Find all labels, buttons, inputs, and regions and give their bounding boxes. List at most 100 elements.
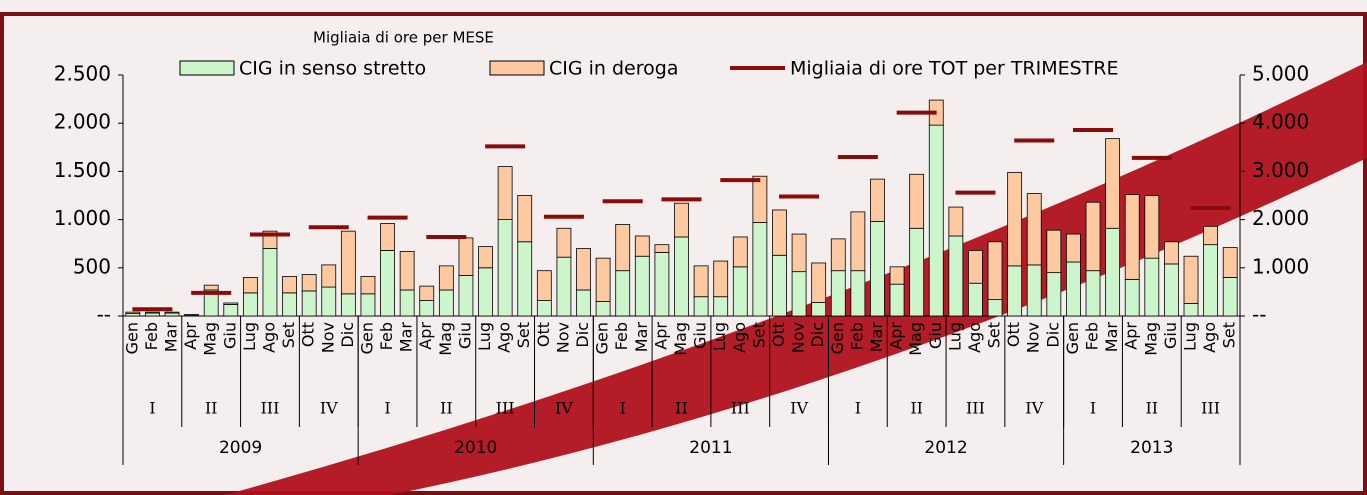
bar-segment: [420, 286, 434, 300]
bar-segment: [890, 267, 904, 284]
month-label: Ago: [1200, 322, 1219, 353]
bar-segment: [1164, 264, 1178, 316]
bar-segment: [988, 300, 1002, 316]
bar-segment: [635, 236, 649, 256]
bar-segment: [224, 304, 238, 316]
bar-segment: [1008, 266, 1022, 316]
quarter-label: III: [731, 399, 750, 418]
month-label: Giu: [926, 322, 945, 349]
bar-segment: [949, 207, 963, 236]
month-label: Lug: [710, 322, 729, 351]
bar-segment: [439, 266, 453, 290]
legend-swatch: [490, 61, 544, 75]
bar-segment: [537, 271, 551, 301]
month-label: Mag: [906, 322, 925, 356]
month-label: Apr: [181, 322, 200, 350]
bar-segment: [126, 312, 140, 313]
month-label: Lug: [475, 322, 494, 351]
month-label: Ott: [534, 322, 553, 347]
bar-segment: [714, 261, 728, 297]
legend-label: Migliaia di ore TOT per TRIMESTRE: [790, 58, 1119, 80]
month-label: Gen: [593, 322, 612, 354]
bar-segment: [224, 303, 238, 304]
month-label: Mar: [161, 322, 180, 353]
bar-segment: [1106, 139, 1120, 229]
month-label: Apr: [1122, 322, 1141, 350]
chart: Migliaia di ore per MESE --5001.0001.500…: [0, 0, 1367, 495]
bar-segment: [381, 223, 395, 250]
bar-segment: [655, 245, 669, 253]
month-label: Mag: [1141, 322, 1160, 356]
month-label: Lug: [945, 322, 964, 351]
month-label: Mag: [201, 322, 220, 356]
month-label: Set: [514, 322, 533, 348]
bar-segment: [988, 242, 1002, 300]
month-label: Nov: [553, 322, 572, 353]
bar-segment: [498, 220, 512, 316]
month-label: Ott: [299, 322, 318, 347]
month-label: Ott: [769, 322, 788, 347]
bar-segment: [283, 276, 297, 292]
month-label: Nov: [318, 322, 337, 353]
legend-swatch: [180, 61, 234, 75]
quarter-label: II: [1145, 399, 1158, 418]
bar-segment: [753, 222, 767, 316]
month-label: Gen: [828, 322, 847, 354]
month-label: Giu: [220, 322, 239, 349]
bar-segment: [1204, 245, 1218, 316]
bar-segment: [1145, 258, 1159, 316]
bar-segment: [772, 210, 786, 255]
quarter-label: I: [384, 399, 390, 418]
bar-segment: [1047, 230, 1061, 272]
y2-tick-label: 2.000: [1252, 206, 1309, 230]
bar-segment: [577, 249, 591, 290]
bar-segment: [518, 196, 532, 242]
bar-segment: [1184, 303, 1198, 316]
month-label: Set: [985, 322, 1004, 348]
bar-segment: [812, 263, 826, 303]
bar-segment: [1008, 172, 1022, 266]
bar-segment: [518, 242, 532, 316]
quarter-label: I: [149, 399, 155, 418]
bar-segment: [243, 277, 257, 292]
y2-tick-label: 5.000: [1252, 62, 1309, 86]
month-label: Mar: [397, 322, 416, 353]
bar-segment: [341, 231, 355, 294]
y-tick-label: 1.000: [54, 206, 111, 230]
month-label: Mar: [1102, 322, 1121, 353]
month-label: Dic: [1043, 322, 1062, 348]
y2-tick-label: 3.000: [1252, 158, 1309, 182]
bar-segment: [733, 267, 747, 316]
bar-segment: [655, 252, 669, 316]
bar-segment: [753, 176, 767, 222]
quarter-label: IV: [1025, 399, 1043, 418]
month-label: Feb: [847, 322, 866, 350]
y2-tick-label: 4.000: [1252, 110, 1309, 134]
bar-segment: [792, 272, 806, 316]
bar-segment: [1184, 256, 1198, 303]
month-label: Mar: [632, 322, 651, 353]
bar-segment: [381, 250, 395, 316]
quarter-label: III: [260, 399, 279, 418]
quarter-label: I: [1090, 399, 1096, 418]
quarter-label: II: [205, 399, 218, 418]
bar-segment: [283, 293, 297, 316]
month-label: Dic: [338, 322, 357, 348]
month-label: Giu: [691, 322, 710, 349]
month-label: Feb: [1083, 322, 1102, 350]
bar-segment: [929, 125, 943, 316]
bar-segment: [479, 268, 493, 316]
bar-segment: [361, 294, 375, 316]
bar-segment: [910, 228, 924, 316]
month-label: Lug: [240, 322, 259, 351]
bar-segment: [968, 250, 982, 283]
y-tick-label: 1.500: [54, 158, 111, 182]
month-label: Nov: [789, 322, 808, 353]
bar-segment: [165, 312, 179, 313]
bar-segment: [812, 303, 826, 316]
bar-segment: [1086, 271, 1100, 316]
y2-tick-label: 1.000: [1252, 254, 1309, 278]
bar-segment: [1164, 242, 1178, 264]
bar-segment: [831, 239, 845, 271]
bar-segment: [145, 312, 159, 313]
